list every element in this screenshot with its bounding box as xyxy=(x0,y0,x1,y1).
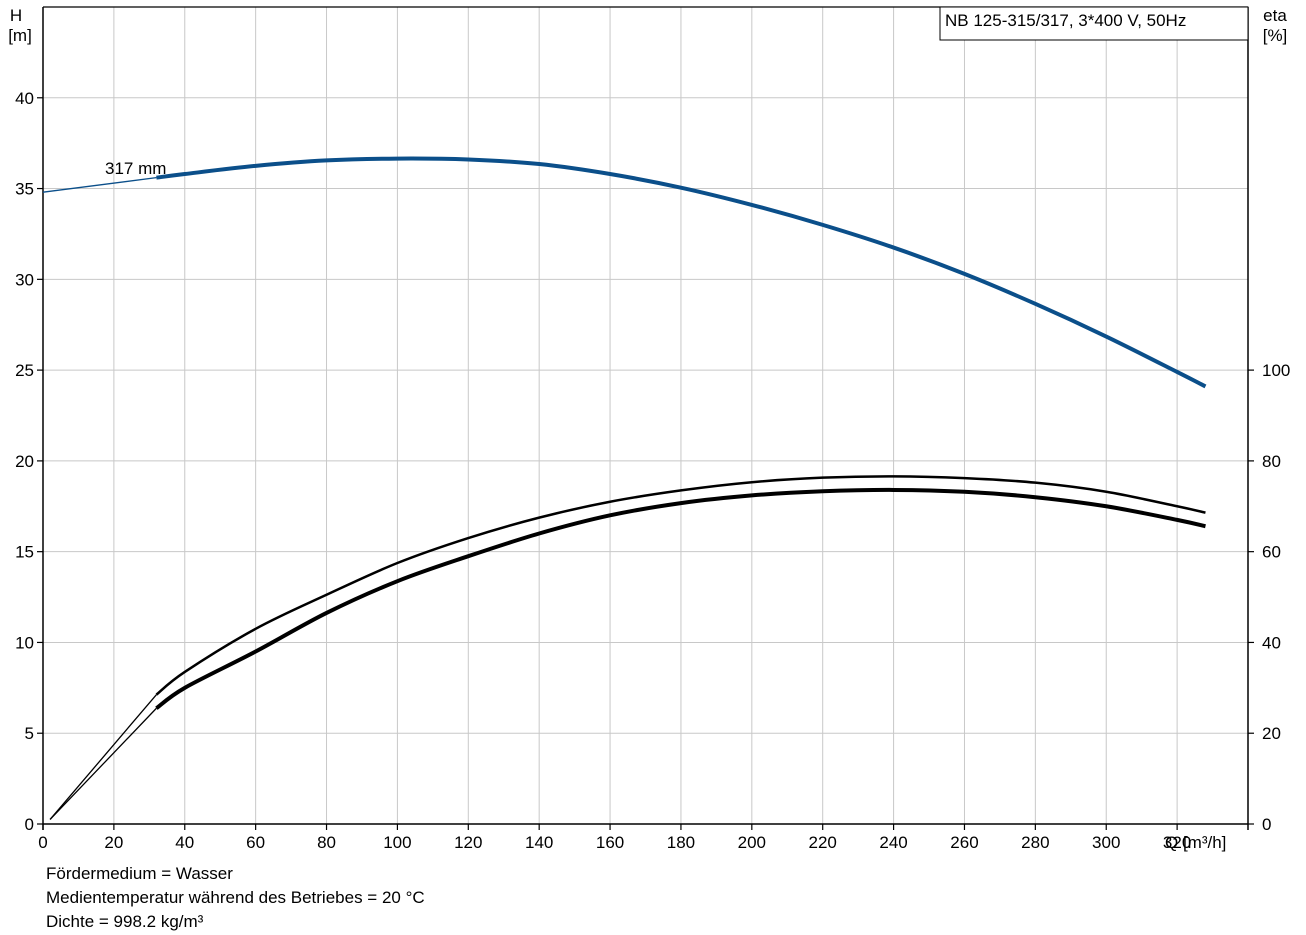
y-left-tick-label: 20 xyxy=(15,452,34,471)
x-tick-label: 300 xyxy=(1092,833,1120,852)
y-right-tick-label: 80 xyxy=(1262,452,1281,471)
y-right-title-line2: [%] xyxy=(1263,26,1288,45)
x-tick-label: 100 xyxy=(383,833,411,852)
y-right-tick-label: 60 xyxy=(1262,543,1281,562)
y-left-tick-label: 5 xyxy=(25,724,34,743)
y-left-tick-label: 35 xyxy=(15,180,34,199)
series-2-extrapolation xyxy=(49,694,157,820)
note-temperature: Medientemperatur während des Betriebes =… xyxy=(46,888,425,907)
x-tick-label: 40 xyxy=(175,833,194,852)
x-axis-title: Q [m³/h] xyxy=(1165,833,1226,852)
x-tick-label: 120 xyxy=(454,833,482,852)
x-tick-label: 280 xyxy=(1021,833,1049,852)
grid-lines xyxy=(42,7,1248,825)
y-left-title-line2: [m] xyxy=(8,26,32,45)
y-left-tick-label: 30 xyxy=(15,270,34,289)
x-tick-label: 160 xyxy=(596,833,624,852)
y-right-tick-label: 100 xyxy=(1262,361,1290,380)
series-1-extrapolation xyxy=(49,707,157,820)
x-tick-label: 260 xyxy=(950,833,978,852)
tick-labels: 0 20 40 60 80 100 120 140 160 180 200 220 240 260 280 3… xyxy=(15,89,1290,852)
series-0-curve xyxy=(156,156,1207,389)
x-tick-label: 220 xyxy=(809,833,837,852)
note-density: Dichte = 998.2 kg/m³ xyxy=(46,912,204,931)
x-tick-label: 240 xyxy=(879,833,907,852)
x-tick-label: 200 xyxy=(738,833,766,852)
series-1-curve xyxy=(155,487,1206,710)
y-left-tick-label: 15 xyxy=(15,543,34,562)
y-right-title-line1: eta xyxy=(1263,6,1287,25)
x-tick-label: 140 xyxy=(525,833,553,852)
y-left-tick-label: 0 xyxy=(25,815,34,834)
medium-notes: Fördermedium = Wasser Medientemperatur w… xyxy=(46,862,425,934)
y-right-tick-label: 40 xyxy=(1262,633,1281,652)
axes xyxy=(37,6,1254,830)
series-0-extrapolation xyxy=(42,177,157,193)
x-tick-label: 60 xyxy=(246,833,265,852)
chart-title-box xyxy=(939,6,1249,41)
y-left-tick-label: 40 xyxy=(15,89,34,108)
note-medium: Fördermedium = Wasser xyxy=(46,864,233,883)
x-tick-label: 320 xyxy=(1163,833,1191,852)
x-tick-label: 0 xyxy=(38,833,47,852)
y-right-tick-label: 20 xyxy=(1262,724,1281,743)
y-left-title-line1: H xyxy=(10,6,22,25)
series-label-317mm: 317 mm xyxy=(105,159,166,178)
x-tick-label: 180 xyxy=(667,833,695,852)
x-tick-label: 80 xyxy=(317,833,336,852)
y-right-tick-label: 0 xyxy=(1262,815,1271,834)
chart-title: NB 125-315/317, 3*400 V, 50Hz xyxy=(945,11,1186,30)
x-tick-label: 20 xyxy=(104,833,123,852)
series-2-curve xyxy=(155,475,1206,696)
y-left-tick-label: 10 xyxy=(15,633,34,652)
y-left-tick-label: 25 xyxy=(15,361,34,380)
series-lines xyxy=(42,156,1207,820)
